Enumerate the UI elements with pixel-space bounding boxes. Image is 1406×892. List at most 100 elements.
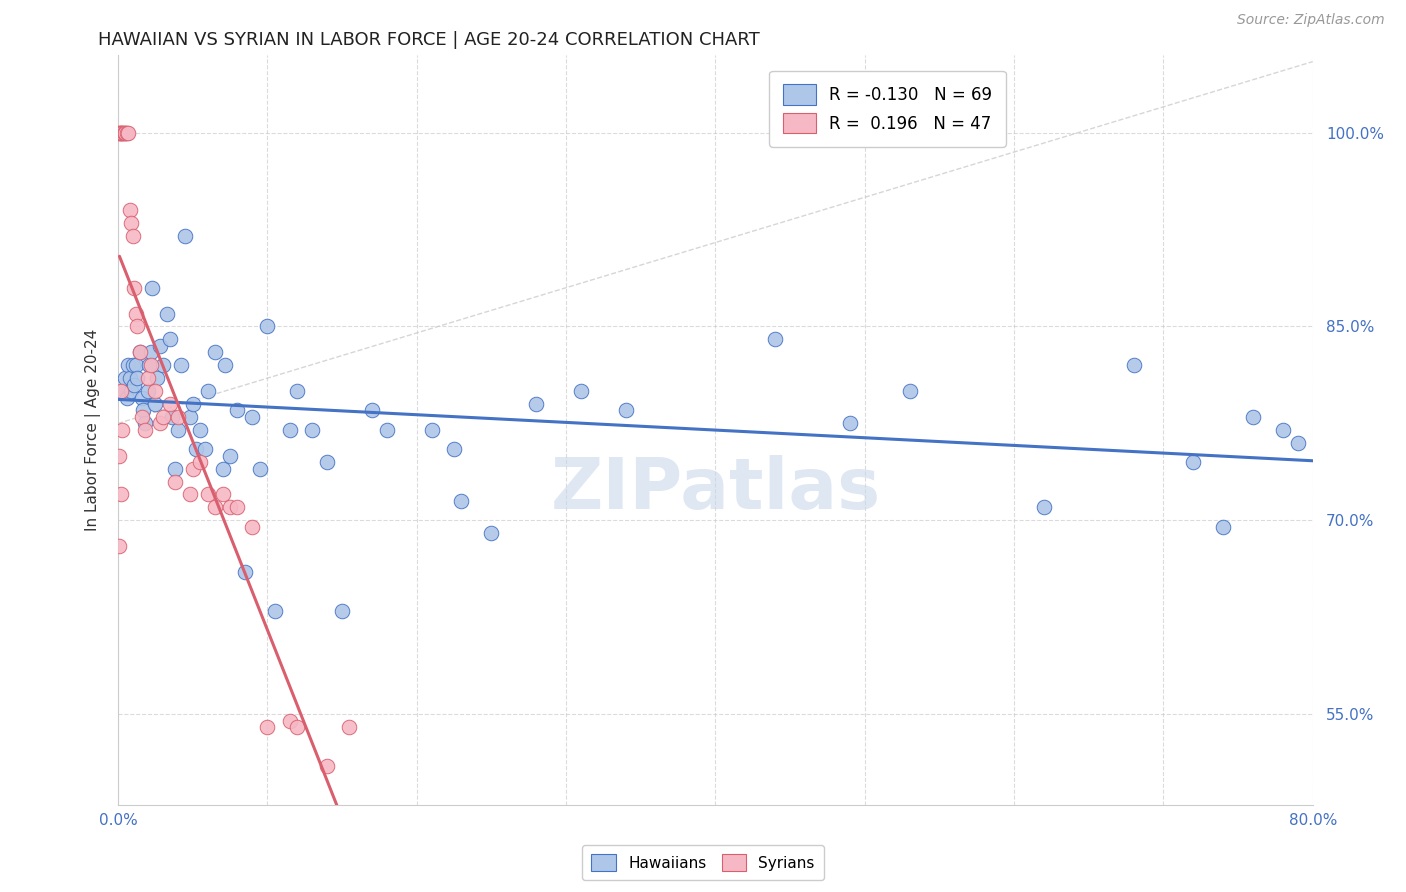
Point xyxy=(898,384,921,398)
Point xyxy=(204,500,226,515)
Point xyxy=(118,371,141,385)
Point xyxy=(316,759,339,773)
Point xyxy=(152,358,174,372)
Point xyxy=(330,604,353,618)
Point xyxy=(141,281,163,295)
Point xyxy=(211,487,233,501)
Point xyxy=(242,520,264,534)
Point xyxy=(131,391,153,405)
Point xyxy=(110,126,132,140)
Point xyxy=(134,423,156,437)
Point xyxy=(111,126,134,140)
Point xyxy=(129,345,152,359)
Text: Source: ZipAtlas.com: Source: ZipAtlas.com xyxy=(1237,13,1385,28)
Point xyxy=(120,384,142,398)
Legend: Hawaiians, Syrians: Hawaiians, Syrians xyxy=(582,845,824,880)
Point xyxy=(136,371,159,385)
Point xyxy=(112,126,135,140)
Point xyxy=(249,461,271,475)
Point xyxy=(115,126,138,140)
Point xyxy=(524,397,547,411)
Point xyxy=(124,377,146,392)
Point xyxy=(1212,520,1234,534)
Point xyxy=(339,720,361,734)
Point xyxy=(197,487,219,501)
Point xyxy=(114,126,136,140)
Point xyxy=(194,442,217,457)
Text: HAWAIIAN VS SYRIAN IN LABOR FORCE | AGE 20-24 CORRELATION CHART: HAWAIIAN VS SYRIAN IN LABOR FORCE | AGE … xyxy=(98,31,761,49)
Point xyxy=(179,409,201,424)
Point xyxy=(111,126,134,140)
Point xyxy=(127,371,149,385)
Point xyxy=(111,423,134,437)
Legend: R = -0.130   N = 69, R =  0.196   N = 47: R = -0.130 N = 69, R = 0.196 N = 47 xyxy=(769,71,1005,146)
Point xyxy=(360,403,382,417)
Point xyxy=(256,319,278,334)
Text: ZIPatlas: ZIPatlas xyxy=(550,455,880,524)
Point xyxy=(108,126,131,140)
Point xyxy=(118,203,141,218)
Point xyxy=(159,333,181,347)
Point xyxy=(156,307,179,321)
Point xyxy=(214,358,236,372)
Point xyxy=(285,720,308,734)
Point xyxy=(108,449,131,463)
Point xyxy=(197,384,219,398)
Point xyxy=(110,487,132,501)
Point xyxy=(375,423,398,437)
Point xyxy=(134,417,156,431)
Point xyxy=(204,345,226,359)
Point xyxy=(163,475,186,489)
Point xyxy=(159,397,181,411)
Point xyxy=(179,487,201,501)
Point xyxy=(479,526,502,541)
Point xyxy=(136,384,159,398)
Point xyxy=(226,403,249,417)
Point xyxy=(316,455,339,469)
Point xyxy=(160,409,183,424)
Point xyxy=(188,455,211,469)
Point xyxy=(1241,409,1264,424)
Point xyxy=(114,126,136,140)
Point xyxy=(110,384,132,398)
Point xyxy=(174,229,197,244)
Point xyxy=(226,500,249,515)
Point xyxy=(110,126,132,140)
Point xyxy=(1286,435,1309,450)
Point xyxy=(838,417,860,431)
Point xyxy=(163,461,186,475)
Point xyxy=(219,500,242,515)
Point xyxy=(569,384,592,398)
Point xyxy=(420,423,443,437)
Point xyxy=(614,403,637,417)
Point xyxy=(108,126,131,140)
Point xyxy=(125,358,148,372)
Point xyxy=(139,358,162,372)
Point xyxy=(143,397,166,411)
Point xyxy=(108,539,131,553)
Point xyxy=(278,714,301,728)
Point xyxy=(149,339,172,353)
Point xyxy=(122,358,145,372)
Point xyxy=(166,423,188,437)
Point xyxy=(146,371,169,385)
Point xyxy=(763,333,786,347)
Point xyxy=(211,461,233,475)
Point xyxy=(125,307,148,321)
Point xyxy=(263,604,285,618)
Point xyxy=(131,409,153,424)
Point xyxy=(278,423,301,437)
Point xyxy=(285,384,308,398)
Point xyxy=(1032,500,1054,515)
Point xyxy=(1122,358,1144,372)
Point xyxy=(120,216,142,230)
Point xyxy=(152,409,174,424)
Point xyxy=(139,345,162,359)
Point xyxy=(122,229,145,244)
Point xyxy=(115,391,138,405)
Point xyxy=(143,384,166,398)
Point xyxy=(301,423,323,437)
Point xyxy=(443,442,465,457)
Point xyxy=(166,409,188,424)
Point xyxy=(124,281,146,295)
